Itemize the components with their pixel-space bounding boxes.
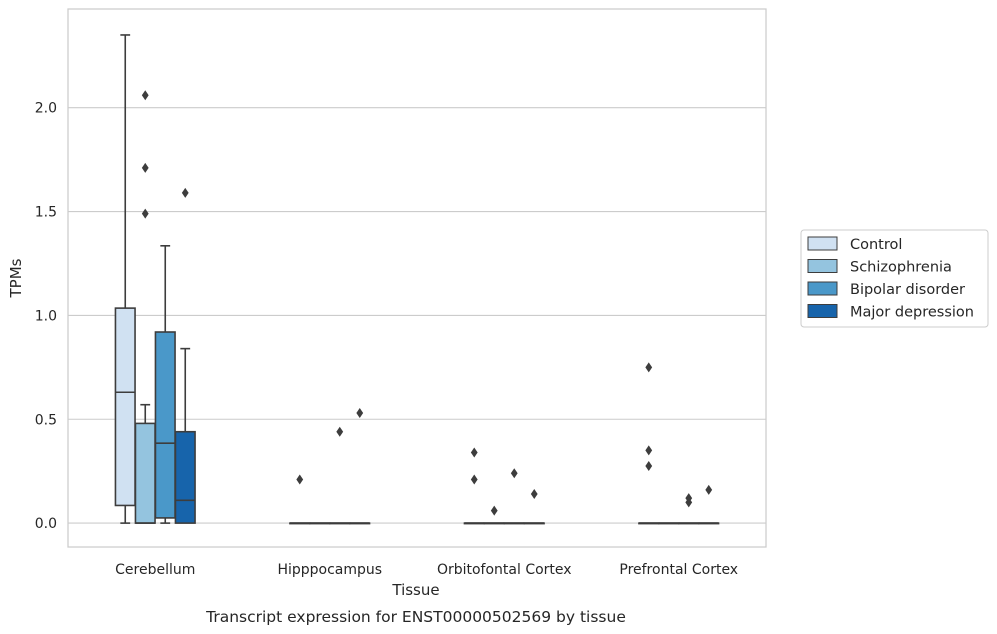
legend-label: Major depression: [850, 305, 974, 321]
outlier-point: [296, 474, 304, 485]
y-axis-label: TPMs: [7, 258, 25, 298]
outlier-point: [470, 474, 478, 485]
box-bipolar-disorder: [678, 493, 700, 525]
outlier-point: [645, 445, 653, 456]
legend-item: Schizophrenia: [807, 259, 952, 276]
x-tick-label: Orbitofontal Cortex: [437, 562, 572, 578]
box-iqr: [114, 307, 136, 507]
legend-label: Control: [850, 237, 902, 253]
outlier-point: [645, 362, 653, 373]
legend-swatch: [807, 281, 838, 296]
legend-swatch: [807, 236, 838, 251]
box-control: [289, 474, 311, 525]
box-schizophrenia: [134, 90, 156, 524]
y-tick-label: 0.0: [35, 516, 57, 532]
legend-label: Bipolar disorder: [850, 282, 965, 298]
outlier-point: [141, 90, 149, 101]
x-tick-label: Cerebellum: [115, 562, 195, 578]
y-tick-label: 1.5: [35, 205, 57, 221]
outlier-point: [490, 505, 498, 516]
legend: Control Schizophrenia Bipolar disorder Majo…: [800, 229, 989, 328]
box-bipolar-disorder: [329, 426, 351, 525]
plot-frame: [67, 8, 767, 548]
legend-item: Bipolar disorder: [807, 281, 965, 298]
box-major-depression: [523, 489, 545, 525]
y-tick-label: 0.5: [35, 412, 57, 428]
outlier-point: [181, 187, 189, 198]
legend-swatch: [807, 304, 838, 318]
x-axis-label: Tissue: [391, 581, 439, 599]
y-tick-label: 1.0: [35, 308, 57, 324]
outlier-point: [510, 468, 518, 479]
box-control: [638, 362, 660, 525]
box-iqr: [174, 430, 196, 524]
legend-item: Major depression: [807, 304, 974, 321]
box-schizophrenia: [483, 505, 505, 525]
outlier-point: [530, 489, 538, 500]
legend-frame: [800, 229, 989, 328]
outlier-point: [356, 408, 364, 419]
box-schizophrenia: [658, 522, 680, 525]
outlier-point: [141, 162, 149, 173]
boxplots: [114, 34, 720, 525]
outlier-point: [645, 460, 653, 471]
outlier-point: [470, 447, 478, 458]
legend-label: Schizophrenia: [850, 260, 952, 276]
box-iqr: [154, 331, 176, 519]
box-bipolar-disorder: [154, 245, 176, 524]
y-tick-label: 2.0: [35, 101, 57, 117]
x-tick-label: Prefrontal Cortex: [619, 562, 738, 578]
box-iqr: [134, 422, 156, 524]
box-schizophrenia: [309, 522, 331, 525]
y-tick-labels: 0.0 0.5 1.0 1.5 2.0: [35, 101, 57, 532]
box-major-depression: [349, 408, 371, 525]
outlier-point: [685, 493, 693, 504]
outlier-point: [141, 208, 149, 219]
outlier-point: [705, 484, 713, 495]
box-major-depression: [698, 484, 720, 525]
box-major-depression: [174, 187, 196, 524]
x-tick-label: Hipppocampus: [277, 562, 382, 578]
figure-caption: Transcript expression for ENST0000050256…: [205, 608, 626, 626]
box-control: [463, 447, 485, 525]
box-bipolar-disorder: [503, 468, 525, 525]
outlier-point: [336, 426, 344, 437]
legend-item: Control: [807, 236, 902, 253]
legend-swatch: [807, 259, 838, 273]
x-tick-labels: Cerebellum Hipppocampus Orbitofontal Corte…: [115, 562, 738, 578]
box-control: [114, 34, 136, 524]
